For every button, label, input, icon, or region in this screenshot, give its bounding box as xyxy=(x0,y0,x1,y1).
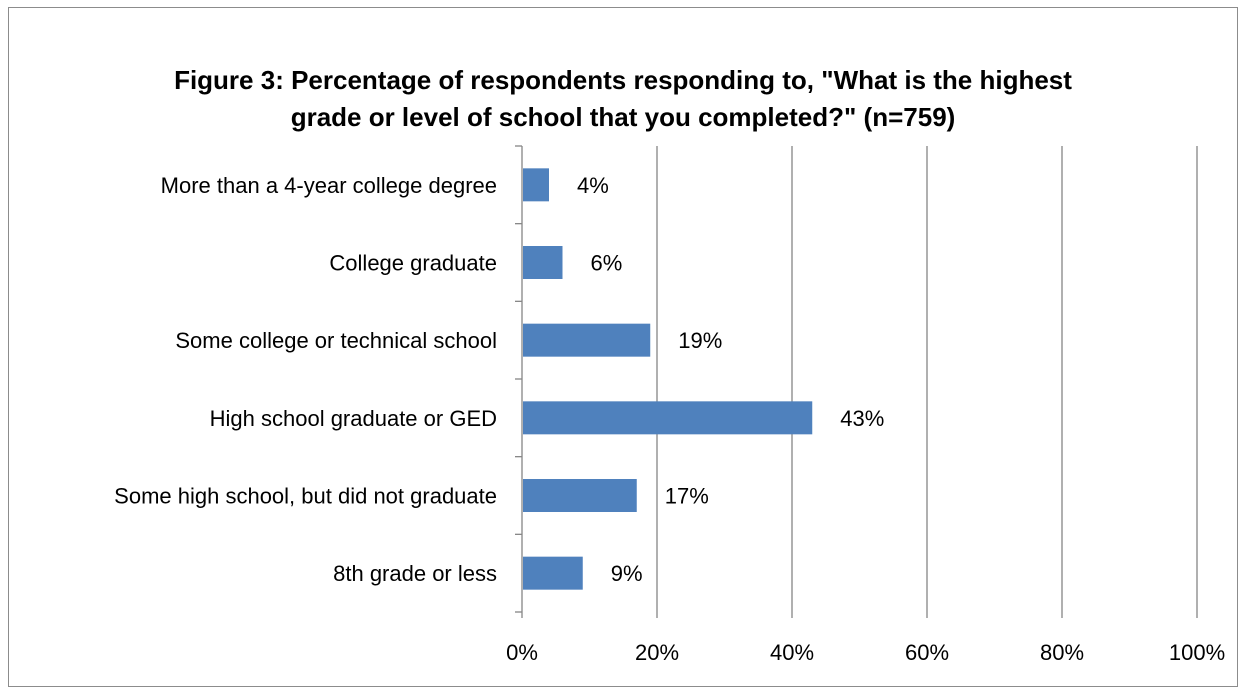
bar xyxy=(523,168,549,202)
x-tick-label: 60% xyxy=(905,640,949,665)
data-label: 4% xyxy=(577,173,609,198)
category-label: Some high school, but did not graduate xyxy=(114,484,497,509)
category-label: College graduate xyxy=(329,251,497,276)
data-label: 6% xyxy=(591,251,623,276)
data-label: 43% xyxy=(840,406,884,431)
x-tick-label: 100% xyxy=(1169,640,1225,665)
bar xyxy=(523,401,813,435)
category-label: More than a 4-year college degree xyxy=(161,173,497,198)
bar xyxy=(523,479,637,512)
x-tick-label: 0% xyxy=(506,640,538,665)
category-label: High school graduate or GED xyxy=(210,406,497,431)
bar xyxy=(523,556,583,590)
data-label: 17% xyxy=(665,484,709,509)
data-label: 19% xyxy=(678,328,722,353)
x-tick-label: 40% xyxy=(770,640,814,665)
data-label: 9% xyxy=(611,561,643,586)
bar xyxy=(523,323,651,357)
category-label: 8th grade or less xyxy=(333,561,497,586)
category-label: Some college or technical school xyxy=(175,328,497,353)
x-tick-label: 80% xyxy=(1040,640,1084,665)
bar xyxy=(523,246,563,279)
chart-title: Figure 3: Percentage of respondents resp… xyxy=(174,65,1072,132)
x-tick-label: 20% xyxy=(635,640,679,665)
